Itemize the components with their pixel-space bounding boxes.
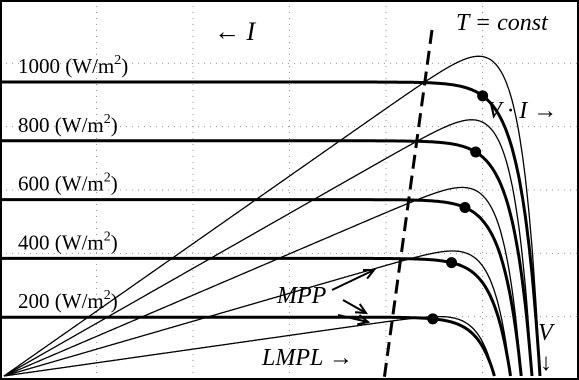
- mpp-arrow-lower: [337, 314, 369, 323]
- lmpl-label: LMPL →: [261, 345, 353, 371]
- iv-curve-200: [0, 315, 496, 377]
- power-curves: [3, 55, 541, 377]
- x-axis-label: V: [538, 320, 555, 346]
- lmpl-dashed-line: [382, 29, 434, 380]
- mpp-point-400: [446, 257, 458, 269]
- power-curve-600: [3, 186, 522, 377]
- x-axis-arrow: ↓: [540, 350, 552, 376]
- iv-curve-600: [0, 198, 523, 377]
- power-curve-800: [3, 119, 533, 377]
- mpp-arrow-middle-head: [354, 303, 369, 315]
- mpp-point-200: [427, 313, 439, 325]
- iv-curve-1000: [0, 80, 542, 377]
- power-curve-1000: [3, 55, 541, 377]
- mpp-point-600: [459, 201, 471, 213]
- current-arrow-label: ← I: [214, 17, 257, 46]
- irradiance-label-800: 800 (W/m2): [18, 112, 118, 137]
- labels: 1000 (W/m2) 800 (W/m2) 600 (W/m2) 400 (W/m2…: [18, 10, 557, 376]
- mpp-label: MPP: [276, 283, 327, 309]
- mpp-arrow-upper: [331, 269, 375, 291]
- mpp-point-1000: [477, 90, 489, 102]
- irradiance-label-600: 600 (W/m2): [18, 171, 118, 196]
- mpp-arrow-middle: [342, 299, 367, 314]
- irradiance-label-1000: 1000 (W/m2): [18, 53, 128, 78]
- power-curve-400: [3, 250, 512, 377]
- iv-curve-400: [0, 256, 512, 377]
- iv-curve-800: [0, 139, 534, 377]
- mpp-arrow-upper-head: [362, 268, 377, 280]
- mpp-points: [427, 90, 489, 325]
- irradiance-label-400: 400 (W/m2): [18, 229, 118, 254]
- mpp-point-800: [470, 146, 482, 158]
- irradiance-label-200: 200 (W/m2): [18, 288, 118, 313]
- power-arrow-label: V · I →: [487, 98, 557, 124]
- current-curves: [0, 80, 542, 377]
- constant-temperature-label: T = const: [456, 10, 549, 36]
- lmpl-line: [382, 29, 434, 380]
- mpp-arrow-lower-head: [357, 314, 371, 326]
